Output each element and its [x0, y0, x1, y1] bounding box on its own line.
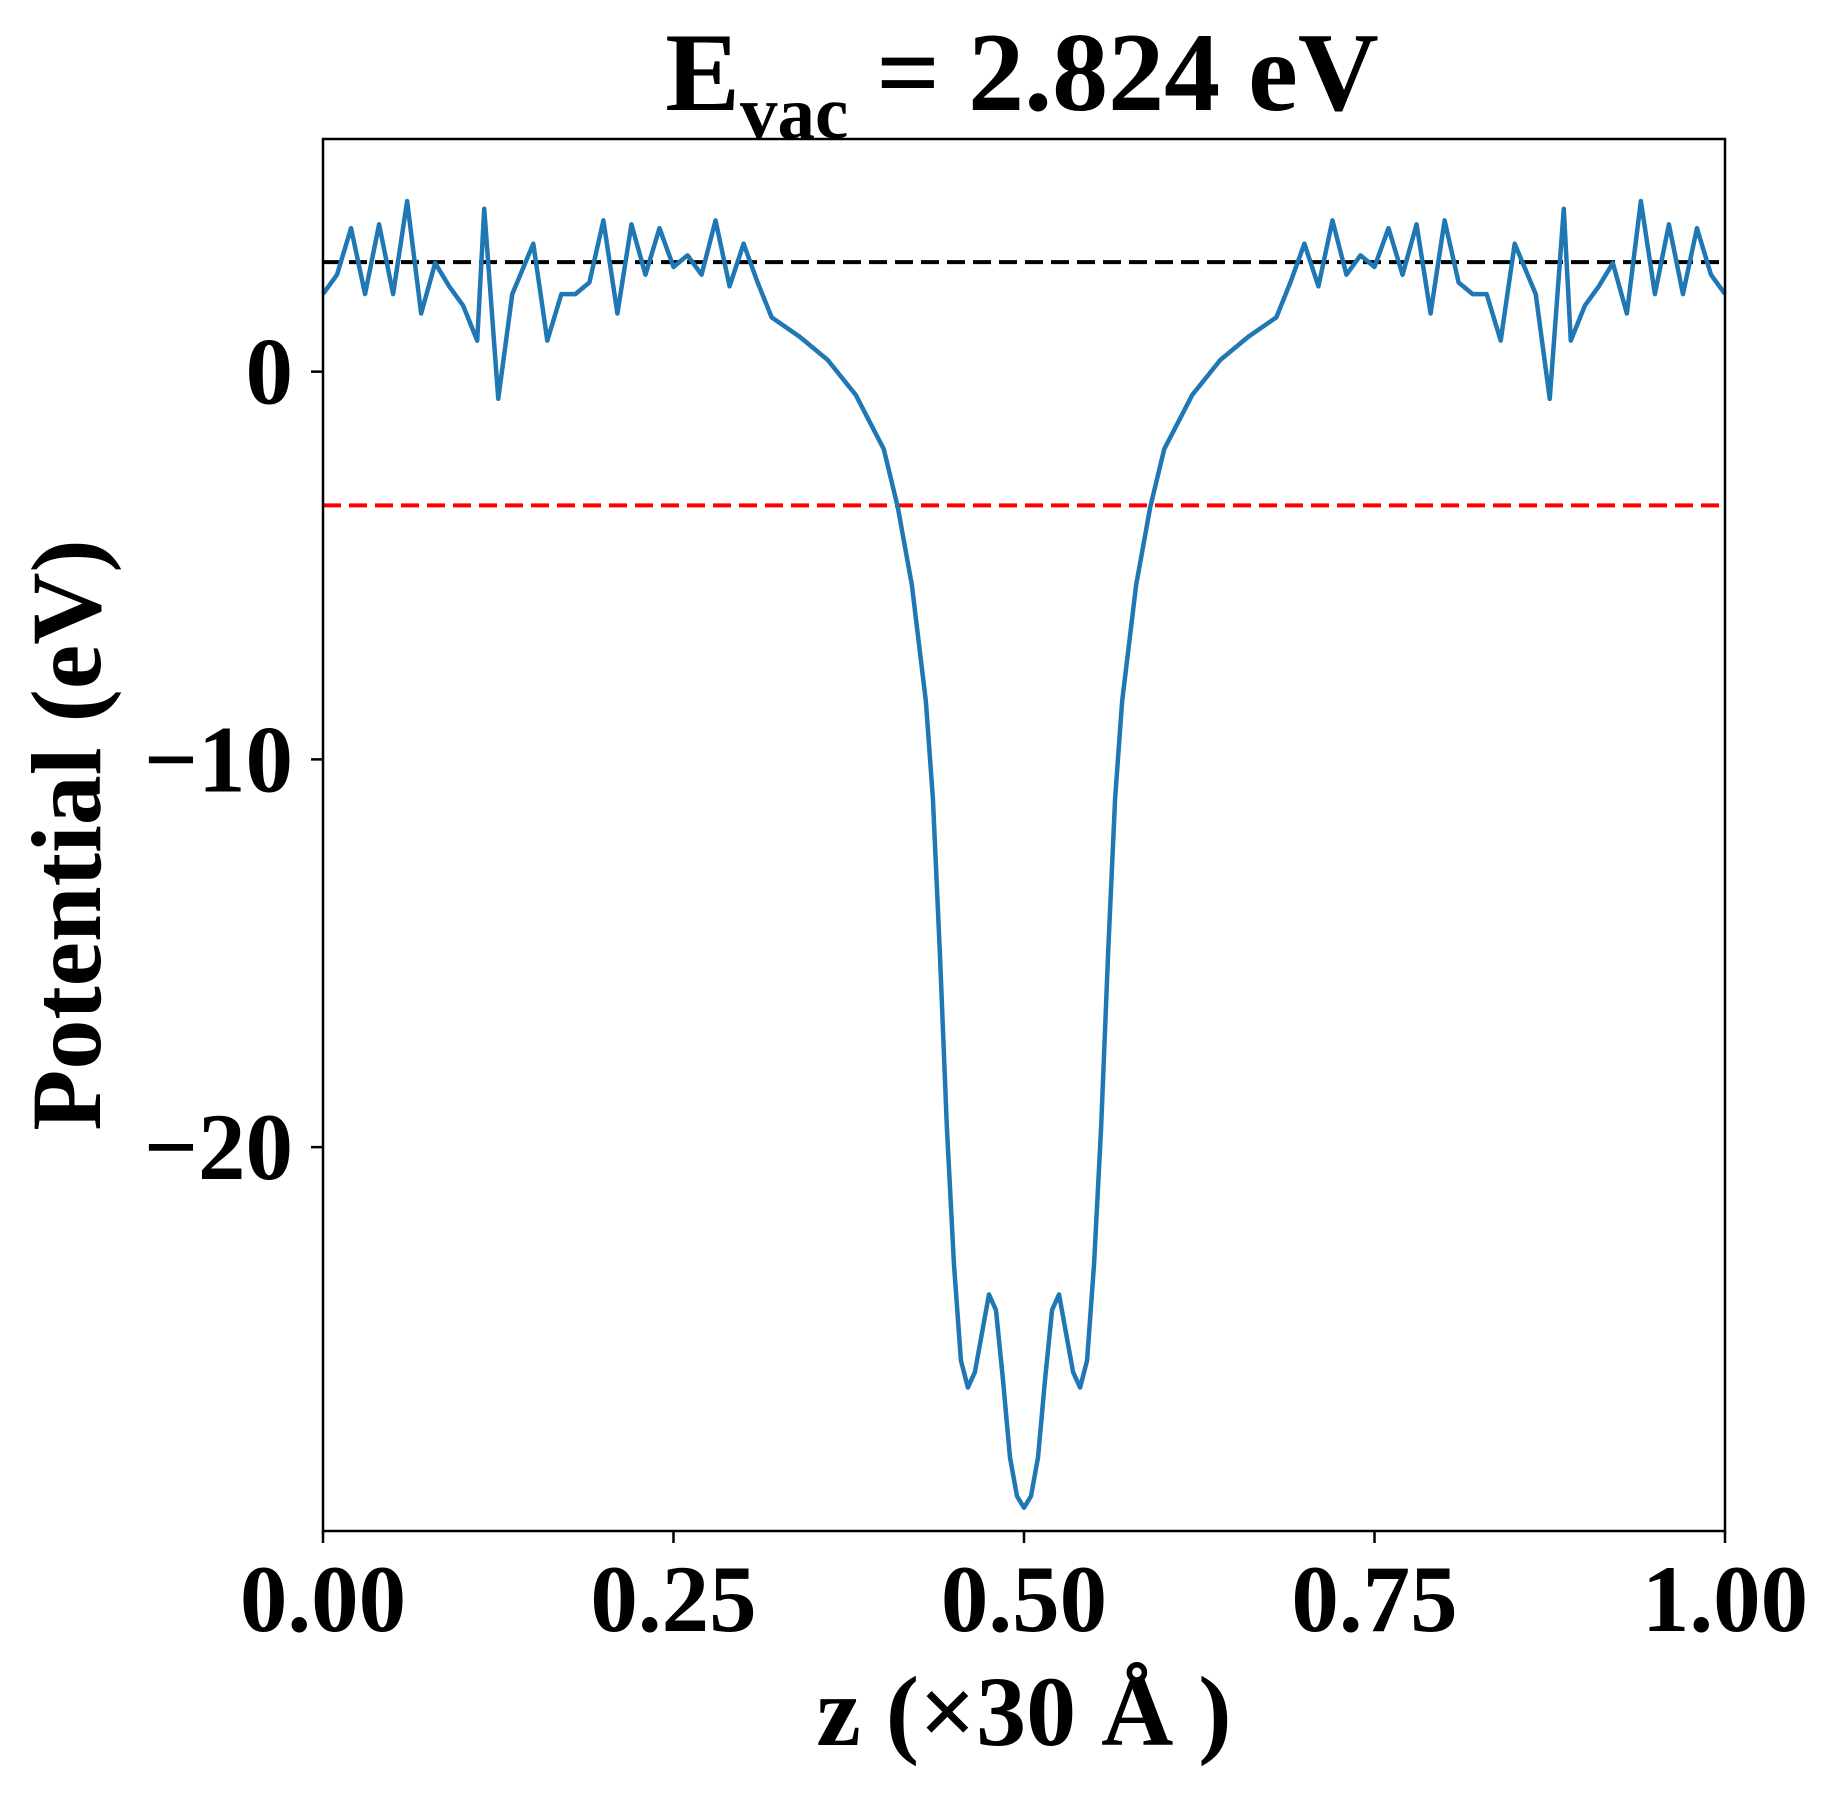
y-tick-label: −20 — [144, 1094, 293, 1200]
x-tick-label: 0.00 — [240, 1546, 406, 1652]
title-rest: = 2.824 eV — [848, 11, 1378, 135]
y-axis-label: Potential (eV) — [11, 539, 122, 1130]
y-tick-label: −10 — [144, 706, 293, 812]
plot-frame — [321, 137, 1727, 1533]
x-tick-label: 0.75 — [1291, 1546, 1457, 1652]
data-line — [321, 198, 1727, 1510]
x-axis-label: z (×30 Å ) — [816, 1656, 1231, 1767]
title-sub: vac — [740, 72, 848, 155]
x-tick-label: 1.00 — [1642, 1546, 1808, 1652]
x-tick-label: 0.50 — [941, 1546, 1107, 1652]
title-main: E — [665, 11, 740, 135]
x-tick-label: 0.25 — [590, 1546, 756, 1652]
chart-title: Evac = 2.824 eV — [665, 11, 1378, 155]
y-tick-label: 0 — [246, 319, 294, 425]
